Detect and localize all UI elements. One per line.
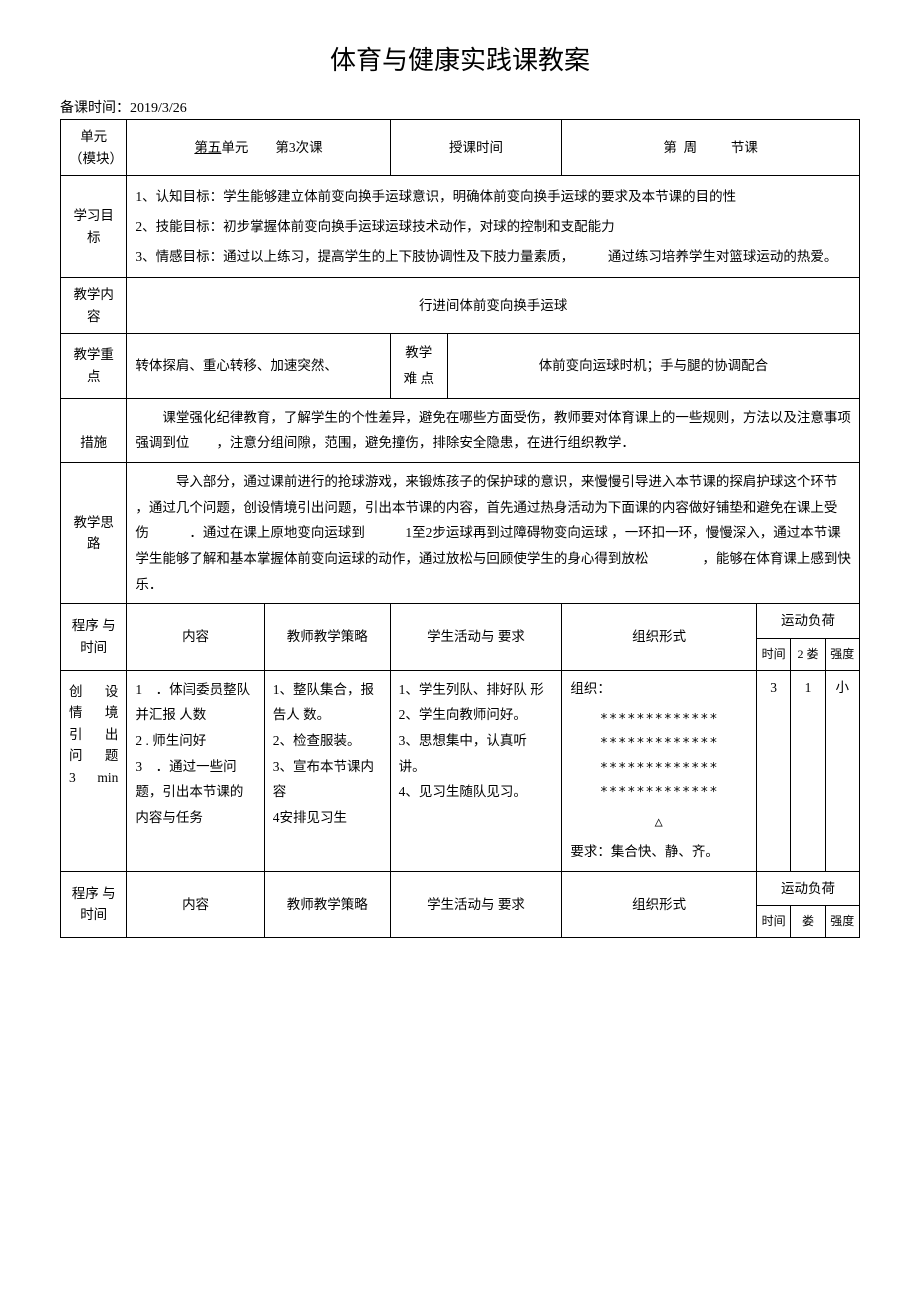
proc-label: 程序 与时间	[61, 604, 127, 670]
col-times-2: 娄	[791, 906, 825, 938]
teach-focus-text: 转体探肩、重心转移、加速突然、	[127, 334, 390, 398]
stage1-org: 组织： ************* ************* ********…	[562, 670, 757, 871]
teach-content-text: 行进间体前变向换手运球	[127, 278, 860, 334]
col-content-2: 内容	[127, 871, 264, 937]
period-suffix: 节课	[731, 140, 758, 155]
study-goal-text: 1、认知目标：学生能够建立体前变向换手运球意识，明确体前变向换手运球的要求及本节…	[127, 176, 860, 278]
measure-label: 措施	[61, 398, 127, 462]
col-activity-2: 学生活动与 要求	[390, 871, 562, 937]
col-org-2: 组织形式	[562, 871, 757, 937]
col-time2-2: 时间	[756, 906, 790, 938]
col-load-2: 运动负荷	[756, 871, 859, 906]
teach-diff-text: 体前变向运球时机；手与腿的协调配合	[447, 334, 859, 398]
unit-suffix: 单元	[221, 140, 248, 155]
teach-diff-label: 教学难 点	[390, 334, 447, 398]
teach-time-label: 授课时间	[390, 120, 562, 176]
prep-time-value: 2019/3/26	[130, 101, 187, 116]
stage1-intensity: 小	[825, 670, 859, 871]
prep-time-label: 备课时间：	[60, 101, 130, 116]
prep-time: 备课时间：2019/3/26	[60, 97, 860, 117]
stage1-time: 3	[756, 670, 790, 871]
teach-idea-text: 导入部分，通过课前进行的抢球游戏，来锻炼孩子的保护球的意识，来慢慢引导进入本节课…	[127, 463, 860, 604]
col-intensity-2: 强度	[825, 906, 859, 938]
week-prefix: 第	[663, 140, 677, 155]
col-time2: 时间	[756, 638, 790, 670]
col-org: 组织形式	[562, 604, 757, 670]
unit-cell: 第五单元 第3次课	[127, 120, 390, 176]
col-strategy: 教师教学策略	[264, 604, 390, 670]
col-content: 内容	[127, 604, 264, 670]
col-intensity: 强度	[825, 638, 859, 670]
teach-focus-label: 教学重点	[61, 334, 127, 398]
unit-label: 单元（模块）	[61, 120, 127, 176]
teach-content-label: 教学内容	[61, 278, 127, 334]
teach-idea-label: 教学思路	[61, 463, 127, 604]
week-period: 第 周 节课	[562, 120, 860, 176]
col-times: 2 娄	[791, 638, 825, 670]
stage1-org-stars: ************* ************* ************…	[570, 707, 748, 804]
lesson-plan-table: 单元（模块） 第五单元 第3次课 授课时间 第 周 节课 学习目标 1、认知目标…	[60, 119, 860, 938]
study-goal-label: 学习目标	[61, 176, 127, 278]
stage1-label: 创 设 情 境 引 出 问 题 3 min	[61, 670, 127, 871]
week-suffix: 周	[684, 140, 698, 155]
unit-prefix: 第五	[194, 140, 221, 155]
col-load: 运动负荷	[756, 604, 859, 639]
stage1-times: 1	[791, 670, 825, 871]
measure-text: 课堂强化纪律教育，了解学生的个性差异，避免在哪些方面受伤，教师要对体育课上的一些…	[127, 398, 860, 462]
lesson-num: 第3次课	[275, 140, 322, 155]
stage1-org-label: 组织：	[570, 677, 748, 701]
document-title: 体育与健康实践课教案	[60, 40, 860, 77]
stage1-org-req: 要求：集合快、静、齐。	[570, 840, 748, 864]
col-activity: 学生活动与 要求	[390, 604, 562, 670]
stage1-content: 1 ．体闫委员整队并汇报 人数 2 . 师生问好 3 ．通过一些问题，引出本节课…	[127, 670, 264, 871]
stage1-activity: 1、学生列队、排好队 形 2、学生向教师问好。 3、思想集中，认真听 讲。 4、…	[390, 670, 562, 871]
col-strategy-2: 教师教学策略	[264, 871, 390, 937]
proc-label-2: 程序 与时间	[61, 871, 127, 937]
stage1-strategy: 1、整队集合，报告人 数。 2、检查服装。 3、宣布本节课内容 4安排见习生	[264, 670, 390, 871]
stage1-org-triangle: △	[570, 810, 748, 834]
